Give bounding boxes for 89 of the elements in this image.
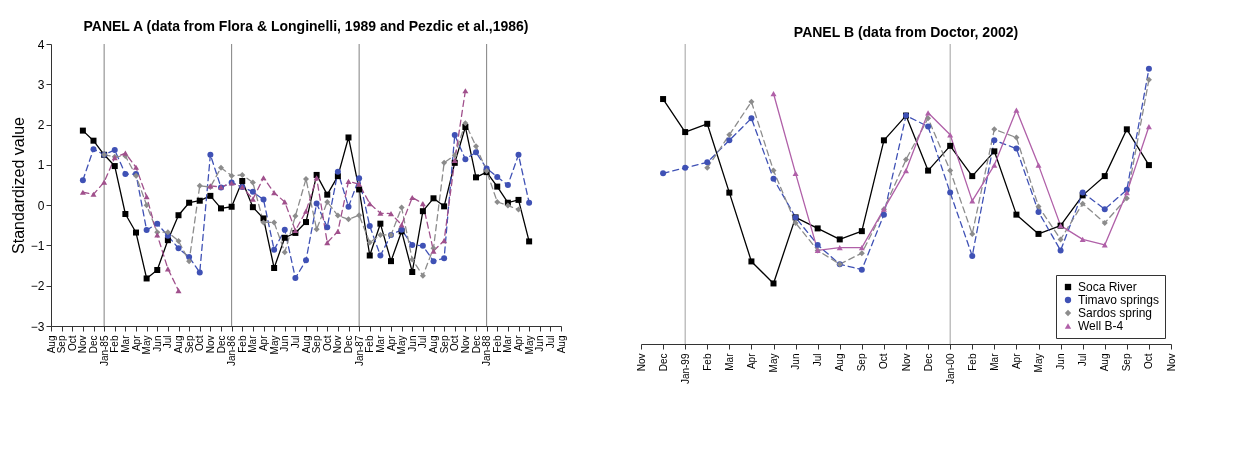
x-tick-label: May [141,335,153,355]
x-tick-label: Jan-86 [226,335,238,367]
x-tick-label: Mar [247,334,259,353]
y-tick-label: 2 [37,118,45,133]
y-tick-label: −3 [30,319,45,334]
x-tick-label: Nov [900,353,912,372]
x-tick-label: Feb [236,335,248,353]
x-tick-label: Sep [438,335,450,354]
x-tick-label: Dec [343,335,354,354]
x-tick-label: Feb [109,335,121,353]
x-tick-label: Jun [406,335,418,352]
x-tick-label: May [268,335,280,355]
x-tick-label: Apr [1010,352,1022,370]
x-tick-label: Mar [374,334,386,353]
x-tick-label: Jul [417,335,429,349]
x-tick-label: Jun [534,335,546,352]
x-tick-label: Jun [279,335,291,352]
x-tick-label: May [396,335,408,355]
x-tick-label: Oct [321,335,333,352]
x-tick-label: Oct [878,353,890,370]
x-tick-label: Feb [364,335,376,353]
x-tick-label: Aug [834,353,846,372]
x-tick-label: Feb [491,335,503,353]
x-tick-label: Oct [449,335,461,352]
legend-label: Soca River [1078,280,1137,294]
x-tick-label: Aug [428,335,439,354]
x-tick-label: Aug [1099,353,1111,372]
chart-title: PANEL A (data from Flora & Longinelli, 1989 and Pezdic et al.,1986) [83,18,529,34]
x-tick-label: Jun [790,353,802,370]
x-tick-label: Jan-00 [944,353,956,385]
x-tick-label: Aug [555,335,567,354]
x-tick-label: Nov [77,335,89,354]
x-tick-label: Apr [385,334,397,352]
x-tick-label: Dec [657,353,669,372]
x-tick-label: Mar [119,334,131,353]
x-tick-label: Apr [130,334,142,352]
x-tick-label: Oct [194,335,206,352]
x-tick-label: Dec [88,335,99,354]
legend-label: Timavo springs [1078,293,1159,307]
x-tick-label: May [1033,353,1044,373]
x-tick-label: Feb [966,353,978,371]
x-tick-label: Dec [215,335,227,354]
x-tick-label: Sep [311,335,323,354]
x-tick-label: Mar [988,352,1000,371]
x-tick-label: Nov [1165,353,1177,372]
x-tick-label: Feb [701,353,713,371]
x-tick-label: Dec [470,335,482,354]
x-tick-label: Aug [173,335,184,354]
x-tick-label: Jan-85 [98,335,110,367]
x-tick-label: Nov [332,335,344,354]
y-tick-label: −1 [30,238,45,253]
x-tick-label: Nov [459,335,471,354]
y-tick-label: 3 [37,77,45,92]
y-tick-label: 4 [37,37,45,52]
x-tick-label: May [523,335,535,355]
y-tick-label: 1 [37,158,45,173]
x-tick-label: Jan-88 [481,335,493,367]
x-tick-label: Jul [289,335,301,349]
x-tick-label: Sep [856,353,868,372]
x-tick-label: Oct [66,335,78,352]
x-tick-label: Apr [258,334,269,352]
x-tick-label: Aug [45,335,57,354]
x-tick-label: Apr [745,352,757,370]
x-tick-label: Jan-87 [353,335,365,367]
x-tick-label: Sep [56,335,68,354]
legend-label: Well B-4 [1078,319,1124,333]
x-tick-label: Nov [635,353,647,372]
x-tick-label: Jun [1055,353,1067,370]
x-tick-label: Sep [183,335,195,354]
legend-label: Sardos spring [1078,306,1153,320]
x-tick-label: Oct [1143,353,1155,370]
y-tick-label: −2 [30,279,45,294]
x-tick-label: Aug [300,335,312,354]
x-tick-label: Mar [502,334,514,353]
x-tick-label: Nov [204,335,216,354]
x-tick-label: Dec [922,353,934,372]
x-tick-label: Jul [544,335,556,349]
x-tick-label: Jun [151,335,163,352]
x-tick-label: May [768,353,779,373]
chart-title: PANEL B (data from Doctor, 2002) [793,23,1019,40]
x-tick-label: Jul [1077,353,1089,367]
x-tick-label: Jul [812,353,824,367]
x-tick-label: Apr [513,334,524,352]
x-tick-label: Sep [1121,353,1133,372]
y-tick-label: 0 [37,198,45,213]
x-tick-label: Jul [162,335,174,349]
x-tick-label: Jan-99 [679,353,691,385]
x-tick-label: Mar [723,352,735,371]
y-axis-title: Standardized value [9,116,27,254]
